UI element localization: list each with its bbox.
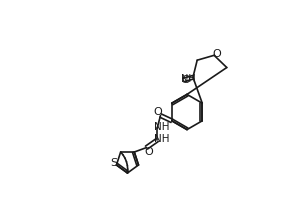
Text: NH: NH bbox=[181, 74, 195, 84]
Text: O: O bbox=[212, 49, 221, 59]
Text: S: S bbox=[110, 158, 117, 168]
Text: O: O bbox=[145, 147, 153, 157]
Text: NH: NH bbox=[154, 122, 169, 132]
Text: O: O bbox=[182, 75, 190, 85]
Text: NH: NH bbox=[154, 134, 169, 144]
Text: O: O bbox=[153, 107, 162, 117]
